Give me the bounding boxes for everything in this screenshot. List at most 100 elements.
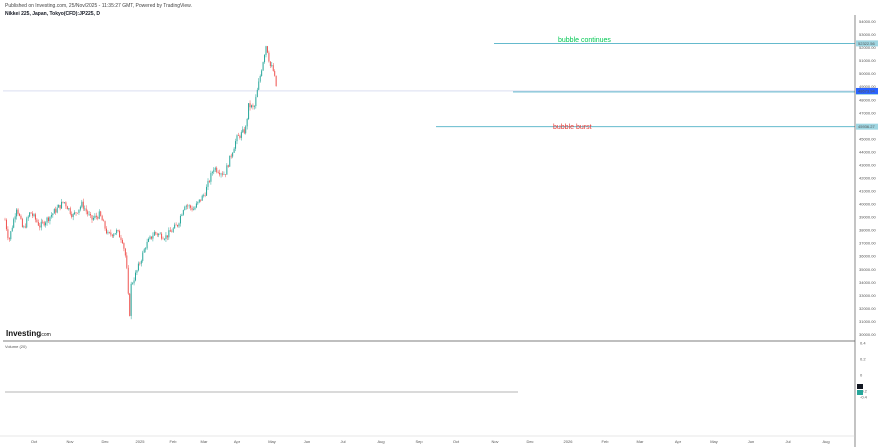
time-tick-label: Nov bbox=[66, 439, 73, 444]
candle bbox=[137, 263, 139, 271]
candle bbox=[53, 209, 55, 214]
candle bbox=[272, 65, 274, 72]
candle bbox=[236, 135, 238, 142]
candle bbox=[30, 212, 32, 214]
annotation-bubble-burst: bubble burst bbox=[553, 124, 592, 131]
candle bbox=[266, 46, 268, 53]
time-tick-label: Aug bbox=[822, 439, 829, 444]
candle bbox=[94, 215, 96, 218]
candle bbox=[87, 211, 89, 215]
price-tick-label: 34000.00 bbox=[859, 280, 876, 285]
time-tick-label: Dec bbox=[526, 439, 533, 444]
candle bbox=[124, 248, 126, 256]
candle bbox=[262, 62, 264, 71]
candle bbox=[148, 238, 150, 242]
candle bbox=[37, 221, 39, 226]
candle bbox=[103, 220, 105, 222]
time-tick-label: Apr bbox=[234, 439, 241, 444]
candle bbox=[111, 234, 113, 237]
candle bbox=[65, 202, 67, 207]
candle bbox=[200, 199, 202, 201]
price-tick-label: 52000.00 bbox=[859, 45, 876, 50]
candle bbox=[172, 228, 174, 232]
candle bbox=[229, 155, 231, 167]
candle bbox=[63, 202, 65, 203]
candle bbox=[77, 212, 78, 214]
candle bbox=[274, 71, 276, 76]
candle bbox=[145, 248, 147, 250]
candle bbox=[23, 226, 25, 228]
candle bbox=[123, 243, 125, 249]
price-tick-label: 50000.00 bbox=[859, 71, 876, 76]
time-tick-label: Jun bbox=[304, 439, 310, 444]
volume-tick-label: -0.4 bbox=[860, 395, 868, 400]
candle bbox=[129, 293, 131, 316]
candle bbox=[164, 239, 165, 240]
candle bbox=[79, 206, 81, 210]
candle bbox=[169, 230, 171, 232]
candle bbox=[140, 260, 142, 264]
candle bbox=[168, 230, 170, 238]
time-tick-label: Jun bbox=[748, 439, 754, 444]
candle bbox=[174, 224, 176, 229]
candle bbox=[275, 75, 277, 87]
candle bbox=[193, 209, 194, 211]
candle bbox=[120, 237, 122, 241]
candle bbox=[5, 219, 7, 230]
candle bbox=[72, 214, 74, 217]
price-tick-label: 44000.00 bbox=[859, 149, 876, 154]
candle bbox=[149, 236, 151, 239]
published-note: Published on Investing.com, 25/Nov/2025 … bbox=[5, 3, 192, 9]
candle bbox=[101, 215, 103, 221]
candle bbox=[127, 267, 129, 294]
candle bbox=[190, 205, 192, 208]
candle bbox=[92, 217, 94, 220]
annotation-bubble-continues: bubble continues bbox=[558, 37, 611, 44]
candle bbox=[133, 280, 135, 284]
candle bbox=[252, 105, 254, 107]
candle bbox=[191, 207, 193, 211]
time-tick-label: Nov bbox=[491, 439, 498, 444]
candle bbox=[21, 218, 23, 228]
price-tick-label: 32000.00 bbox=[859, 306, 876, 311]
candle bbox=[201, 195, 203, 201]
level-badge bbox=[856, 40, 878, 47]
candle bbox=[100, 211, 102, 216]
candle bbox=[32, 213, 34, 216]
price-tick-label: 43000.00 bbox=[859, 162, 876, 167]
candle bbox=[195, 203, 197, 208]
candle bbox=[34, 214, 36, 220]
candle bbox=[81, 201, 83, 207]
candle bbox=[56, 207, 58, 213]
candle bbox=[207, 180, 209, 187]
candle bbox=[24, 226, 26, 228]
candle bbox=[206, 186, 208, 196]
candle bbox=[84, 208, 86, 210]
candle bbox=[40, 221, 42, 228]
candle bbox=[10, 231, 12, 240]
symbol-title: Nikkei 225, Japan, Tokyo(CFD):JP225, D bbox=[5, 11, 100, 17]
candle bbox=[88, 214, 90, 215]
level-badge-label: 45936.27 bbox=[858, 124, 875, 129]
logo-suffix: .com bbox=[40, 332, 51, 338]
candle bbox=[242, 129, 244, 133]
candle bbox=[61, 201, 63, 209]
time-tick-label: Sep bbox=[415, 439, 423, 444]
time-tick-label: May bbox=[710, 439, 718, 444]
candle bbox=[216, 167, 218, 173]
candle bbox=[95, 215, 97, 217]
candle bbox=[27, 216, 29, 219]
candle bbox=[248, 103, 250, 119]
candle bbox=[204, 195, 206, 196]
candle bbox=[239, 135, 241, 138]
last-price-badge bbox=[856, 87, 878, 94]
candle bbox=[106, 228, 107, 234]
candle bbox=[121, 240, 123, 244]
price-tick-label: 35000.00 bbox=[859, 267, 876, 272]
volume-value-badge bbox=[857, 384, 863, 389]
candle bbox=[211, 172, 213, 174]
candle bbox=[26, 218, 28, 228]
candle bbox=[217, 172, 219, 173]
time-tick-label: Apr bbox=[675, 439, 682, 444]
